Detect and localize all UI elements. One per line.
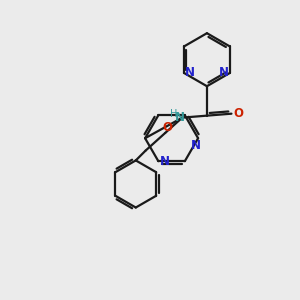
Text: N: N [160,155,170,168]
Text: O: O [162,121,172,134]
Text: N: N [174,111,184,124]
Text: N: N [191,139,201,152]
Text: H: H [170,109,178,119]
Text: O: O [233,107,243,120]
Text: N: N [185,67,195,80]
Text: N: N [219,67,229,80]
